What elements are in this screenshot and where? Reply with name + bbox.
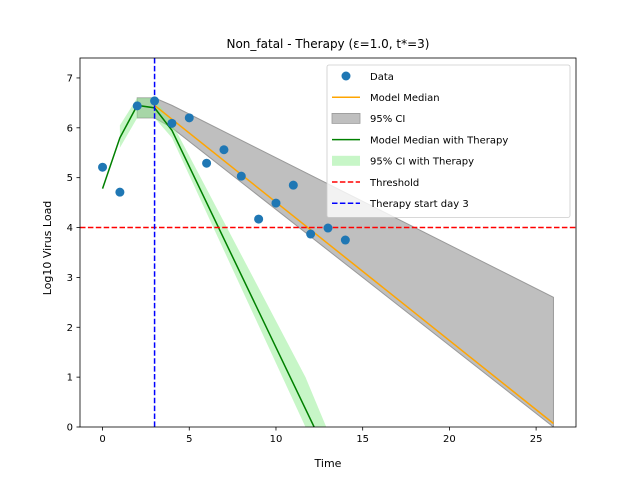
y-tick-label: 5 (67, 173, 73, 184)
data-point (98, 162, 108, 172)
y-tick-label: 2 (67, 323, 73, 334)
x-tick-label: 5 (186, 434, 192, 445)
y-tick-label: 7 (67, 73, 73, 84)
data-point (202, 158, 212, 168)
data-point (340, 235, 350, 245)
chart-title: Non_fatal - Therapy (ε=1.0, t*=3) (226, 37, 429, 51)
legend-label: 95% CI with Therapy (370, 157, 474, 168)
model-median-line (154, 104, 554, 425)
y-tick-label: 0 (67, 423, 73, 434)
x-tick-label: 25 (530, 434, 543, 445)
legend-label: 95% CI (370, 114, 405, 125)
data-point (219, 145, 229, 155)
x-tick-label: 10 (270, 434, 283, 445)
y-axis-label: Log10 Virus Load (41, 201, 54, 296)
legend-box (326, 64, 571, 218)
y-tick-label: 1 (67, 373, 73, 384)
x-axis-label: Time (314, 457, 342, 470)
x-tick-label: 20 (443, 434, 456, 445)
x-tick-label: 15 (356, 434, 369, 445)
legend-key-patch (332, 155, 360, 166)
y-tick-label: 4 (67, 223, 73, 234)
data-point (150, 96, 160, 106)
legend: Data Model Median 95% CI Model Median with … (326, 64, 571, 218)
plot-frame (79, 57, 577, 428)
y-tick-label: 3 (67, 273, 73, 284)
data-point (271, 198, 281, 208)
data-point (288, 180, 298, 190)
legend-label: Data (370, 72, 394, 83)
legend-label: Threshold (369, 178, 419, 189)
data-point (132, 101, 142, 111)
data-point (167, 118, 177, 128)
legend-key-patch (331, 113, 361, 124)
data-point (236, 171, 246, 181)
data-point (115, 187, 125, 197)
data-point (184, 113, 194, 123)
legend-label: Model Median (370, 93, 440, 104)
legend-label: Model Median with Therapy (370, 135, 508, 146)
y-tick-label: 6 (67, 123, 73, 134)
data-point (306, 229, 316, 239)
plot-area: 0 5 10 15 20 25 0 1 2 3 4 5 6 7 Data Model Median 95% CI… (67, 57, 577, 445)
legend-label: Therapy start day 3 (369, 199, 469, 210)
therapy-median-line (101, 104, 315, 427)
data-point (323, 223, 333, 233)
legend-key-data (341, 71, 351, 81)
x-tick-label: 0 (99, 434, 105, 445)
plot-clip-group (80, 58, 576, 427)
data-point (254, 214, 264, 224)
